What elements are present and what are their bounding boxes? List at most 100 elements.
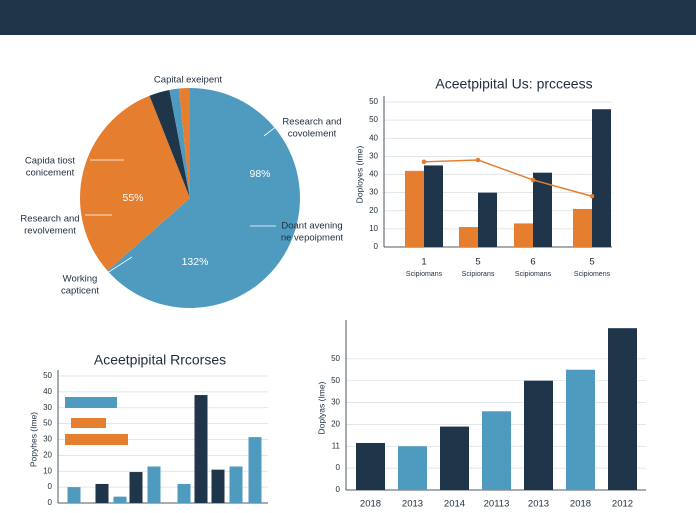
y-tick-label: 50 [331,376,340,385]
y-tick-label: 0 [336,485,341,494]
line-marker [530,177,536,183]
bar [177,483,191,503]
y-tick-label: 50 [369,97,378,106]
y-tick-label: 20 [43,450,52,459]
chart-title: Aceetpipital Rrcorses [94,352,226,368]
pie-slice [107,87,300,308]
x-tick-label: 2018 [570,499,591,510]
pie-slice [178,88,190,198]
bar [440,426,469,490]
y-tick-label: 30 [43,403,52,412]
y-tick-label: 30 [369,188,378,197]
line [423,159,593,197]
h-bar [71,418,106,428]
bar [482,411,511,490]
y-tick-label: 10 [43,466,52,475]
h-bar [65,397,117,408]
bar [194,395,208,503]
bar [211,469,225,503]
x-tick-label: 1 [421,257,426,268]
bar [573,208,592,247]
pie-annotation: Capital exeipent [154,75,222,86]
x-tick-label: 20113 [484,499,510,510]
y-axis-label: Popyhes (Ime) [28,412,38,467]
y-tick-label: 30 [369,151,378,160]
header-banner [0,0,696,35]
y-tick-label: 0 [374,242,379,251]
bar [405,170,424,247]
bar [229,466,243,503]
pie-annotation: capticent [61,286,99,297]
y-tick-label: 30 [331,398,340,407]
bar [67,487,81,503]
line-marker [475,157,481,163]
pie-annotation: Research and [20,214,79,225]
pie-annotation: Doant avening [281,221,342,232]
bar [424,165,443,247]
y-axis-label: Doplyas (Ime) [316,381,326,434]
x-tick-label: 2012 [612,499,633,510]
x-tick-label: 5 [475,257,480,268]
pie-leaders [85,121,283,276]
y-axis-label: Doployes (Ime) [354,146,364,204]
x-tick-label: 5 [589,257,594,268]
pie-annotation: Working [63,274,98,285]
x-tick-label: 2018 [360,499,381,510]
y-tick-label: 11 [332,441,341,450]
y-tick-label: 50 [331,354,340,363]
bar [459,227,478,247]
pie-value-label: 55% [122,192,143,204]
line-marker [589,193,595,199]
bar [113,496,127,503]
pie-annotation: conicement [26,168,75,179]
x-tick-label: 2013 [528,499,549,510]
y-tick-label: 10 [369,224,378,233]
x-tick-label: 2014 [444,499,465,510]
h-bar [65,434,128,445]
bar [524,380,553,490]
bar [398,446,427,490]
pie-value-label: 98% [249,168,270,180]
y-tick-label: 40 [43,387,52,396]
bar [592,109,611,247]
pie-annotation: revolvement [24,226,76,237]
bar [566,369,595,490]
y-tick-label: 40 [369,170,378,179]
x-tick-sublabel: Scipiorans [462,271,495,278]
x-tick-sublabel: Scipiomans [406,271,443,278]
y-tick-label: 40 [369,133,378,142]
y-tick-label: 30 [43,435,52,444]
bar [248,437,262,503]
bar [533,172,552,247]
pie-slice [149,89,190,198]
y-tick-label: 0 [48,498,53,507]
y-tick-label: 50 [369,115,378,124]
pie-slice [169,88,190,198]
y-tick-label: 50 [43,419,52,428]
pie-annotation: ne vepoipment [281,233,344,244]
x-tick-label: 2013 [402,499,423,510]
y-tick-label: 20 [331,420,340,429]
bar [95,483,109,503]
x-tick-sublabel: Scipiomans [515,271,552,278]
y-tick-label: 20 [369,206,378,215]
bar [356,442,385,490]
pie-slice [80,95,190,271]
y-tick-label: 0 [336,463,341,472]
bar [129,472,143,503]
line-marker [421,159,427,165]
pie-value-label: 132% [182,256,209,268]
bar [147,466,161,503]
bar [514,223,533,247]
x-tick-sublabel: Scipiomens [574,271,611,278]
bar [608,328,637,490]
x-tick-label: 6 [530,257,535,268]
pie-annotation: Capida tiost [25,156,76,167]
pie-annotation: covolement [288,129,337,140]
chart-title: Aceetpipital Us: prcceess [435,76,592,92]
bar [478,192,497,247]
y-tick-label: 50 [43,371,52,380]
y-tick-label: 0 [48,482,53,491]
